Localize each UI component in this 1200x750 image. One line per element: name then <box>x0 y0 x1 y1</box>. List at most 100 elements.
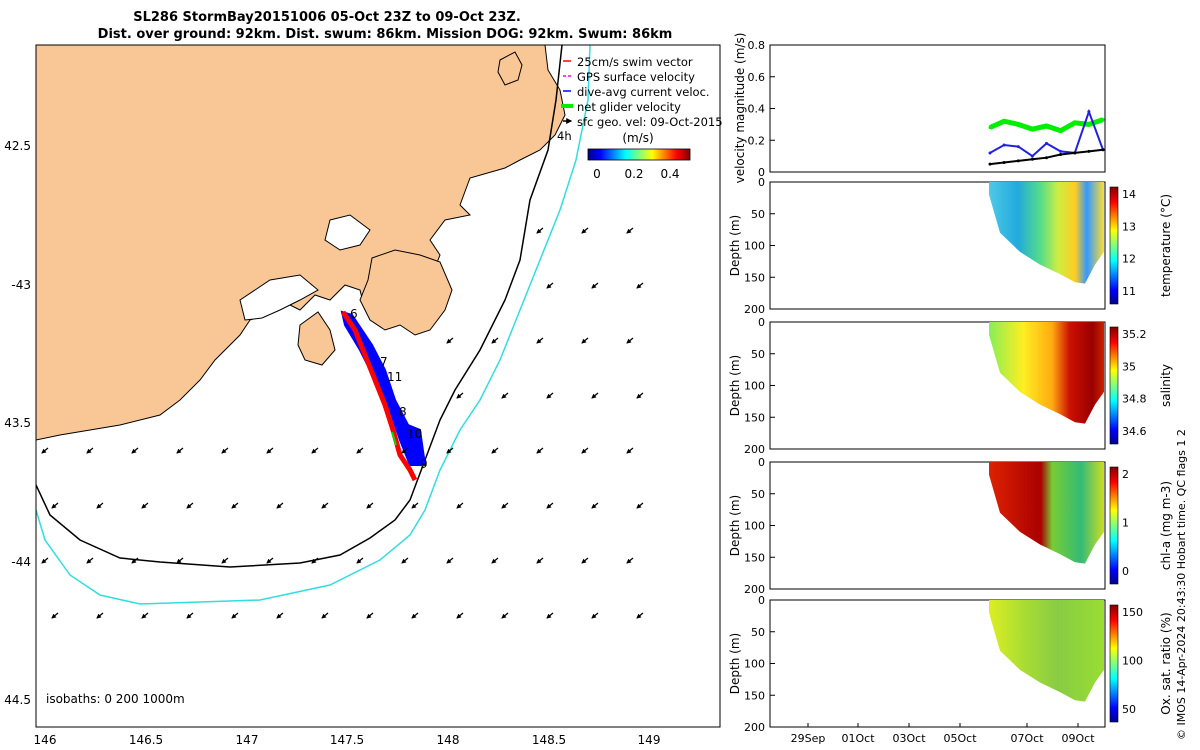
day-label: 7 <box>380 355 388 369</box>
map-colorbar-title: (m/s) <box>622 131 653 145</box>
colorbar-label: Ox. sat. ratio (%) <box>1159 612 1173 714</box>
vector-arrow <box>591 392 599 399</box>
velocity-point <box>1101 118 1105 122</box>
colorbar-tick: 35 <box>1122 360 1136 373</box>
vector-arrow <box>266 557 274 564</box>
vector-arrow <box>366 502 374 509</box>
vector-arrow <box>356 447 364 454</box>
depth-tick: 150 <box>744 271 765 284</box>
vector-arrow <box>411 612 419 619</box>
time-tick: 05Oct <box>943 732 977 745</box>
depth-tick: 100 <box>744 380 765 393</box>
lag-label: 4h <box>557 129 572 143</box>
velocity-point <box>1087 149 1091 153</box>
day-label: 8 <box>399 405 407 419</box>
title-line-1: SL286 StormBay20151006 05-Oct 23Z to 09-… <box>133 10 521 25</box>
map-y-tick: 43.5 <box>4 416 31 430</box>
peninsula-tasman <box>359 249 453 336</box>
vector-arrow <box>546 282 554 289</box>
vector-arrow <box>86 557 94 564</box>
velocity-point <box>1016 145 1020 149</box>
velocity-point <box>1016 122 1020 126</box>
section-colorbar <box>1109 466 1119 585</box>
day-label: 11 <box>387 370 402 384</box>
vector-arrow <box>546 612 554 619</box>
velocity-y-tick: 0.4 <box>748 103 766 116</box>
velocity-point <box>1087 110 1091 114</box>
velocity-y-tick: 0 <box>758 166 765 179</box>
velocity-point <box>1016 159 1020 163</box>
velocity-point <box>1045 141 1048 145</box>
vector-arrow <box>626 557 634 564</box>
colorbar-tick: 35.2 <box>1122 328 1147 341</box>
depth-tick: 0 <box>758 176 765 189</box>
legend-label: net glider velocity <box>577 100 681 114</box>
map-x-tick: 146 <box>34 733 57 747</box>
map-x-tick: 148 <box>437 733 460 747</box>
vector-arrow <box>321 612 329 619</box>
velocity-point <box>1002 119 1006 123</box>
colorbar-label: temperature (°C) <box>1159 194 1173 297</box>
time-tick: 07Oct <box>1010 732 1044 745</box>
depth-tick: 0 <box>758 594 765 607</box>
vector-arrow <box>446 337 454 344</box>
section-field <box>989 600 1104 702</box>
depth-tick: 150 <box>744 551 765 564</box>
velocity-point <box>1073 121 1077 125</box>
isobaths-label: isobaths: 0 200 1000m <box>46 692 185 706</box>
vector-arrow <box>321 502 329 509</box>
velocity-point <box>1030 157 1034 161</box>
track-red <box>340 310 418 482</box>
section-colorbar <box>1109 604 1119 723</box>
map-legend: 25cm/s swim vector GPS surface velocity … <box>561 55 723 129</box>
map-colorbar-tick: 0.4 <box>660 167 679 181</box>
vector-arrow <box>401 447 409 454</box>
vector-arrow <box>626 227 634 234</box>
velocity-point <box>1030 154 1034 158</box>
vector-arrow <box>546 502 554 509</box>
vector-arrow <box>491 337 499 344</box>
depth-ylabel: Depth (m) <box>728 215 742 276</box>
vector-arrow <box>41 447 49 454</box>
vector-arrow <box>186 502 194 509</box>
vector-arrow <box>636 392 644 399</box>
vector-arrow <box>636 612 644 619</box>
velocity-point <box>1002 160 1006 164</box>
map-y-tick: -44 <box>11 555 31 569</box>
vector-arrow <box>176 557 184 564</box>
vector-arrow <box>501 392 509 399</box>
map-x-tick: 146.5 <box>129 733 163 747</box>
velocity-frame <box>769 44 1106 173</box>
colorbar-tick: 12 <box>1122 253 1136 266</box>
velocity-point <box>1087 122 1091 126</box>
section-panel: 0 50 100 150 200 Depth (m) 2 1 0 chl-a (mg m-3) <box>728 456 1173 596</box>
map-vector-arrows <box>41 227 644 619</box>
depth-tick: 200 <box>744 721 765 734</box>
depth-tick: 200 <box>744 443 765 456</box>
depth-tick: 150 <box>744 689 765 702</box>
vector-arrow <box>366 612 374 619</box>
velocity-point <box>1045 156 1048 160</box>
legend-label: GPS surface velocity <box>577 70 695 84</box>
map-y-tick: 42.5 <box>4 139 31 153</box>
colorbar-tick: 13 <box>1122 220 1136 233</box>
vector-arrow <box>311 557 319 564</box>
day-label: 10 <box>407 427 422 441</box>
vector-arrow <box>591 502 599 509</box>
inner-water <box>239 274 319 321</box>
colorbar-label: salinity <box>1159 364 1173 407</box>
colorbar-label: chl-a (mg m-3) <box>1159 481 1173 570</box>
depth-tick: 200 <box>744 303 765 316</box>
section-field <box>989 462 1104 564</box>
isobath-1000 <box>36 45 591 605</box>
depth-tick: 50 <box>751 208 765 221</box>
time-tick: 03Oct <box>892 732 926 745</box>
velocity-y-tick: 0.2 <box>748 134 766 147</box>
day-label: 6 <box>350 307 358 321</box>
vector-arrow <box>456 502 464 509</box>
vector-arrow <box>231 502 239 509</box>
colorbar-tick: 1 <box>1122 517 1129 530</box>
velocity-point <box>988 126 992 130</box>
copyright-note: © IMOS 14-Apr-2024 20:43:30 Hobart time.… <box>1175 429 1188 740</box>
